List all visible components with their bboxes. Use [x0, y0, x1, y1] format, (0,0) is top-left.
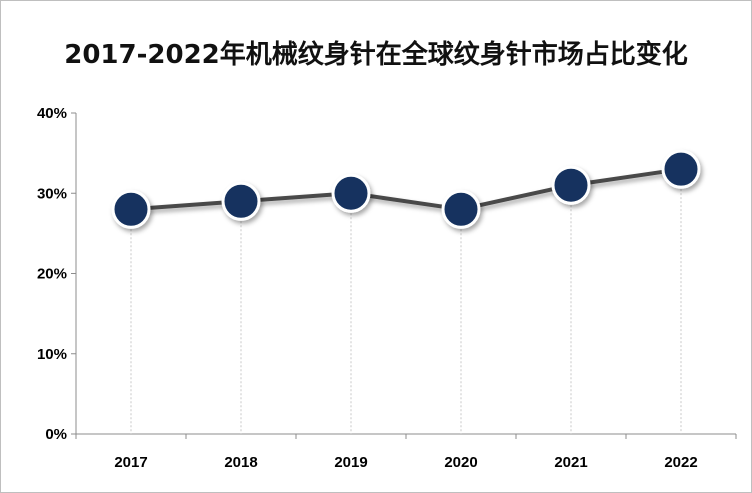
data-point-marker [331, 173, 371, 213]
x-tick-label: 2019 [334, 454, 367, 471]
chart-title: 2017-2022年机械纹身针在全球纹身针市场占比变化 [64, 40, 688, 70]
data-point-marker [551, 165, 591, 205]
x-tick-label: 2017 [114, 454, 147, 471]
x-tick-label: 2022 [664, 454, 697, 471]
data-point-marker [111, 189, 151, 229]
data-point-marker [221, 181, 261, 221]
y-tick-label: 10% [37, 346, 67, 363]
y-tick-label: 20% [37, 266, 67, 283]
y-tick-label: 0% [45, 426, 67, 443]
series-line [130, 167, 682, 212]
x-tick-label: 2018 [224, 454, 257, 471]
data-point-marker [661, 149, 701, 189]
x-tick-label: 2021 [554, 454, 587, 471]
y-tick-label: 40% [37, 105, 67, 122]
data-point-marker [441, 189, 481, 229]
y-tick-label: 30% [37, 185, 67, 202]
x-tick-label: 2020 [444, 454, 477, 471]
